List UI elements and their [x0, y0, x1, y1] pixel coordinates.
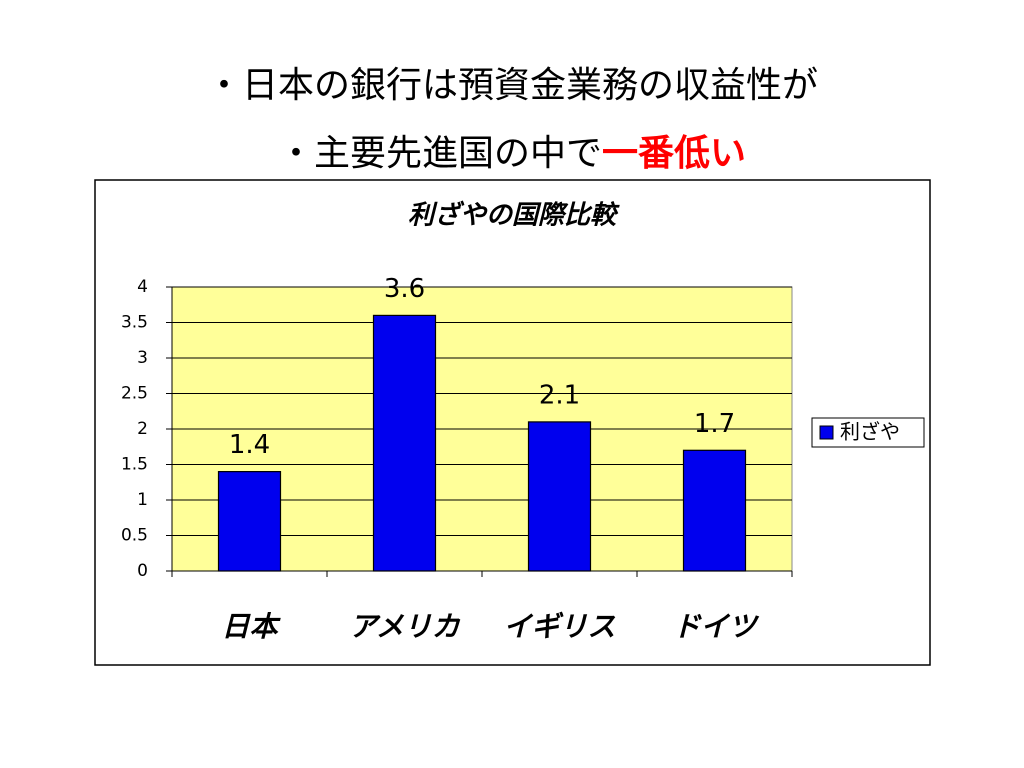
heading-text: ・主要先進国の中で: [277, 133, 602, 174]
bar: [682, 449, 747, 572]
legend-label: 利ざや: [840, 420, 900, 444]
y-tick-label: 0.5: [121, 526, 148, 546]
x-tick-label: イギリス: [503, 610, 615, 643]
y-tick-label: 0: [137, 561, 148, 581]
data-label: 1.7: [694, 409, 735, 439]
heading-emphasis: 一番低い: [602, 133, 747, 174]
y-tick-label: 3.5: [121, 313, 148, 333]
x-tick-label: ドイツ: [672, 610, 759, 643]
data-label: 1.4: [229, 430, 270, 460]
bar: [217, 471, 282, 572]
x-tick-label: アメリカ: [349, 610, 461, 643]
legend-swatch: [819, 425, 834, 440]
heading-text: ・日本の銀行は預資金業務の収益性が: [205, 65, 818, 106]
y-tick-label: 3: [137, 348, 148, 368]
heading-line: ・主要先進国の中で一番低い: [0, 124, 1024, 176]
heading-line: ・日本の銀行は預資金業務の収益性が: [0, 56, 1024, 108]
x-tick-label: 日本: [221, 610, 281, 643]
data-label: 3.6: [384, 274, 425, 304]
chart-title: 利ざやの国際比較: [408, 201, 620, 231]
y-tick-label: 2: [137, 419, 148, 439]
y-tick-label: 2.5: [121, 384, 148, 404]
bar: [372, 314, 437, 572]
y-tick-label: 4: [137, 277, 148, 297]
y-tick-label: 1: [137, 490, 148, 510]
y-tick-label: 1.5: [121, 455, 148, 475]
data-label: 2.1: [539, 380, 580, 410]
bar: [527, 421, 592, 572]
